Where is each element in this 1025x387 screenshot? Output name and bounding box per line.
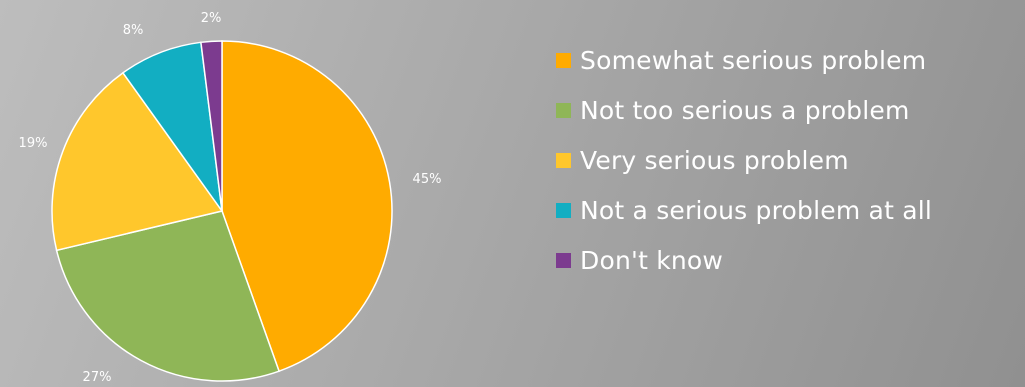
legend-label: Don't know — [580, 245, 724, 275]
pie-slice — [55, 210, 280, 382]
legend-item: Not a serious problem at all — [556, 190, 1025, 230]
pie-slice-labels: 45% 27% 19% 8% 2% — [19, 11, 442, 385]
legend-item: Very serious problem — [556, 140, 1025, 180]
legend-item: Don't know — [556, 240, 1025, 280]
slice-percent-label: 2% — [201, 11, 222, 26]
legend-label: Very serious problem — [580, 145, 849, 175]
legend: Somewhat serious problem Not too serious… — [556, 40, 1025, 290]
slice-percent-label: 19% — [19, 136, 48, 151]
slice-percent-label: 45% — [413, 172, 442, 187]
slice-percent-label: 27% — [83, 370, 112, 385]
legend-swatch — [556, 202, 571, 218]
pie-slice — [200, 40, 223, 212]
slice-percent-label: 8% — [123, 23, 144, 38]
legend-swatch — [556, 252, 571, 268]
pie-slices — [51, 40, 393, 382]
legend-item: Not too serious a problem — [556, 90, 1025, 130]
legend-swatch — [556, 152, 571, 168]
legend-label: Somewhat serious problem — [580, 45, 927, 75]
legend-swatch — [556, 52, 571, 68]
legend-label: Not too serious a problem — [580, 95, 910, 125]
legend-label: Not a serious problem at all — [580, 195, 933, 225]
pie-slice — [51, 71, 224, 252]
pie-slice — [221, 40, 393, 373]
legend-swatch — [556, 102, 571, 118]
legend-item: Somewhat serious problem — [556, 40, 1025, 80]
